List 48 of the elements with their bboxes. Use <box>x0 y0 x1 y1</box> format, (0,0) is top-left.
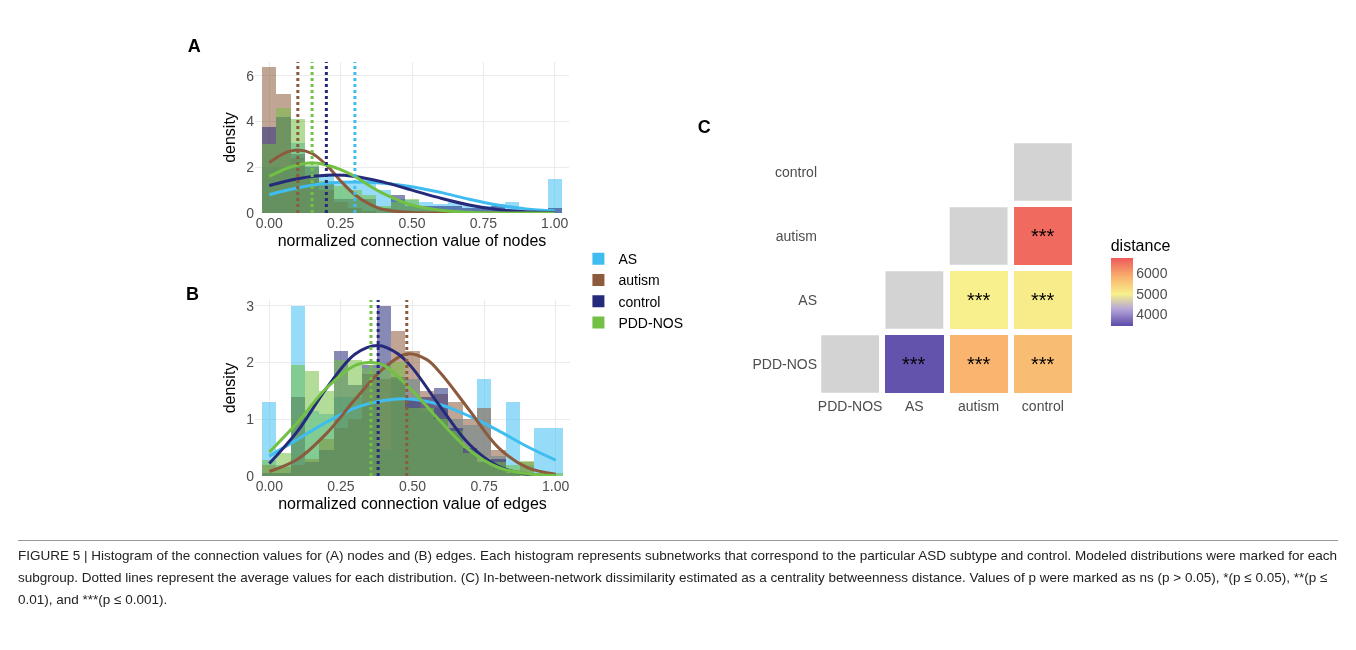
text: FIGURE 5 | Histogram of the connection values for (A) nodes and (B) edges. Each histogram represents subnetworks that correspond to the particular ASD subtype and control. Modeled distributions were marked for each subgroup. Dotted lines represent the average values for each distribution. (C) In-between-network dissimilarity estimated as a centrality betweenness distance. Values of p were marked as ns (p > 0.05), *(p ≤ 0.05), **(p ≤ 0.01), and ***(p ≤ 0.001). <box>18 548 1337 607</box>
legend-label: autism <box>618 272 660 289</box>
y-tick-label: 6 <box>246 67 255 84</box>
x-tick-label: 0.75 <box>470 478 498 494</box>
x-tick-label: control <box>1021 398 1064 414</box>
color-bar-label: 4000 <box>1136 305 1168 322</box>
data-label: *** <box>902 353 926 375</box>
y-tick-label: 1 <box>246 411 255 428</box>
chart-title: C <box>697 116 711 137</box>
chart-title: A <box>187 36 201 57</box>
y-tick-label: 2 <box>246 354 255 371</box>
x-tick-label: 0.00 <box>255 215 284 231</box>
data-label: *** <box>967 353 991 375</box>
x-tick-label: 0.50 <box>398 215 426 231</box>
x-tick-label: 0.00 <box>255 478 284 494</box>
color-bar-label: 6000 <box>1136 265 1168 282</box>
y-tick-label: 3 <box>246 297 255 314</box>
x-tick-label: 1.00 <box>541 215 569 231</box>
y-tick-label: PDD-NOS <box>752 355 817 372</box>
x-tick-label: autism <box>958 398 1000 414</box>
x-tick-label: AS <box>905 398 924 414</box>
x-tick-label: 0.25 <box>327 215 355 231</box>
x-tick-label: 0.25 <box>327 478 355 494</box>
data-label: *** <box>1031 353 1055 375</box>
y-tick-label: 4 <box>246 113 255 130</box>
data-label: *** <box>1031 289 1055 311</box>
x-axis-title: normalized connection value of nodes <box>277 231 547 249</box>
legend-label: PDD-NOS <box>618 314 683 331</box>
y-tick-label: 2 <box>246 159 255 176</box>
x-tick-label: 0.50 <box>398 478 427 494</box>
y-tick-label: 0 <box>246 204 255 221</box>
legend-label: control <box>618 293 661 310</box>
x-tick-label: 1.00 <box>542 478 570 494</box>
x-axis-title: normalized connection value of edges <box>278 494 547 512</box>
x-tick-label: 0.75 <box>469 215 498 231</box>
y-tick-label: 0 <box>246 467 255 484</box>
data-label: *** <box>1031 225 1055 247</box>
y-tick-label: AS <box>798 291 817 308</box>
y-axis-title: density <box>221 362 239 414</box>
x-tick-label: PDD-NOS <box>817 398 883 414</box>
chart-title: B <box>186 284 199 305</box>
y-axis-title: density <box>221 112 239 163</box>
y-tick-label: autism <box>775 227 817 244</box>
legend-label: AS <box>618 251 638 268</box>
color-bar-label: 5000 <box>1136 285 1168 302</box>
y-tick-label: control <box>774 163 817 180</box>
data-label: *** <box>967 289 991 311</box>
color-bar-title: distance <box>1110 236 1171 254</box>
